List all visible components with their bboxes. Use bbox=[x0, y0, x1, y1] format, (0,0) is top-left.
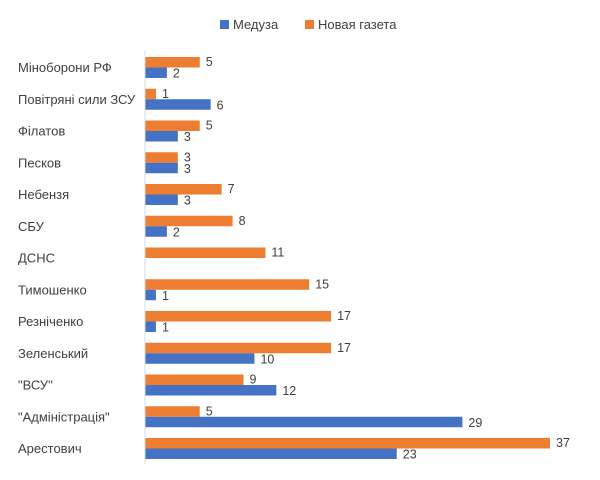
data-label-novaya-gazeta: 3 bbox=[184, 150, 191, 164]
data-label-novaya-gazeta: 7 bbox=[228, 182, 235, 196]
data-label-meduza: 1 bbox=[162, 289, 169, 303]
category-label: "Адміністрація" bbox=[18, 409, 110, 424]
data-label-meduza: 23 bbox=[403, 448, 417, 462]
bar-novaya-gazeta bbox=[145, 279, 310, 290]
bar-novaya-gazeta bbox=[145, 120, 200, 131]
bar-meduza bbox=[145, 162, 178, 174]
data-label-novaya-gazeta: 37 bbox=[556, 436, 570, 450]
category-label: Тимошенко bbox=[18, 282, 87, 297]
data-label-meduza: 2 bbox=[173, 225, 180, 239]
data-label-meduza: 6 bbox=[217, 98, 224, 112]
legend: Медуза Новая газета bbox=[220, 17, 397, 32]
bar-novaya-gazeta bbox=[145, 311, 332, 322]
data-label-novaya-gazeta: 9 bbox=[250, 373, 257, 387]
bar-novaya-gazeta bbox=[145, 184, 222, 195]
category-label: Резніченко bbox=[18, 314, 83, 329]
legend-label-0: Медуза bbox=[233, 17, 279, 32]
category-label: Філатов bbox=[18, 124, 65, 139]
bar-novaya-gazeta bbox=[145, 406, 200, 417]
bar-novaya-gazeta bbox=[145, 374, 244, 385]
bar-meduza bbox=[145, 385, 277, 396]
data-label-meduza: 3 bbox=[184, 130, 191, 144]
bar-meduza bbox=[145, 226, 167, 237]
data-label-novaya-gazeta: 17 bbox=[337, 309, 351, 323]
bar-meduza bbox=[145, 353, 255, 364]
data-label-meduza: 3 bbox=[184, 194, 191, 208]
data-label-novaya-gazeta: 8 bbox=[239, 214, 246, 228]
bar-novaya-gazeta bbox=[145, 215, 233, 227]
legend-swatch-1 bbox=[305, 20, 314, 29]
category-label: Міноборони РФ bbox=[18, 60, 112, 75]
category-label: ДСНС bbox=[18, 251, 55, 266]
data-label-meduza: 3 bbox=[184, 162, 191, 176]
bar-novaya-gazeta bbox=[145, 57, 200, 68]
data-label-novaya-gazeta: 17 bbox=[337, 341, 351, 355]
category-label: Песков bbox=[18, 155, 61, 170]
bar-meduza bbox=[145, 416, 463, 428]
data-label-novaya-gazeta: 1 bbox=[162, 87, 169, 101]
data-label-novaya-gazeta: 11 bbox=[271, 246, 284, 260]
data-label-meduza: 1 bbox=[162, 321, 169, 335]
bars bbox=[145, 57, 550, 459]
data-label-meduza: 10 bbox=[260, 352, 274, 366]
bar-novaya-gazeta bbox=[145, 438, 550, 449]
legend-label-1: Новая газета bbox=[318, 17, 397, 32]
bar-meduza bbox=[145, 99, 211, 110]
bar-novaya-gazeta bbox=[145, 247, 266, 258]
bar-meduza bbox=[145, 448, 397, 459]
data-label-novaya-gazeta: 5 bbox=[206, 404, 213, 418]
bar-novaya-gazeta bbox=[145, 342, 332, 354]
data-label-novaya-gazeta: 15 bbox=[315, 277, 329, 291]
category-label: Зеленський bbox=[18, 346, 88, 361]
bar-novaya-gazeta bbox=[145, 88, 156, 100]
data-label-novaya-gazeta: 5 bbox=[206, 55, 213, 69]
category-label: Повітряні сили ЗСУ bbox=[18, 92, 136, 107]
data-label-novaya-gazeta: 5 bbox=[206, 119, 213, 133]
legend-swatch-0 bbox=[220, 20, 229, 29]
data-label-meduza: 2 bbox=[173, 67, 180, 81]
bar-meduza bbox=[145, 67, 167, 78]
data-label-meduza: 29 bbox=[468, 416, 482, 430]
bar-meduza bbox=[145, 321, 156, 332]
bar-meduza bbox=[145, 289, 156, 301]
category-label: Арестович bbox=[18, 441, 82, 456]
data-label-meduza: 12 bbox=[282, 384, 296, 398]
category-label: "ВСУ" bbox=[18, 378, 53, 393]
bar-novaya-gazeta bbox=[145, 152, 178, 163]
bar-meduza bbox=[145, 131, 178, 142]
category-label: Небензя bbox=[18, 187, 69, 202]
category-labels: Міноборони РФ Повітряні сили ЗСУ Філатов Пе… bbox=[18, 60, 136, 456]
bar-meduza bbox=[145, 194, 178, 205]
category-label: СБУ bbox=[18, 219, 45, 234]
